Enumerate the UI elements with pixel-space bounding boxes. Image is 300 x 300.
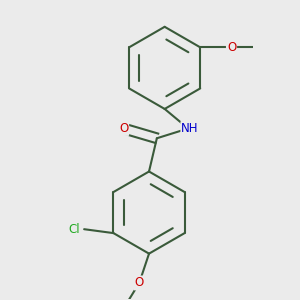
- Text: O: O: [119, 122, 128, 135]
- Text: O: O: [135, 277, 144, 290]
- Text: NH: NH: [181, 122, 199, 135]
- Text: Cl: Cl: [68, 223, 80, 236]
- Text: O: O: [227, 41, 236, 54]
